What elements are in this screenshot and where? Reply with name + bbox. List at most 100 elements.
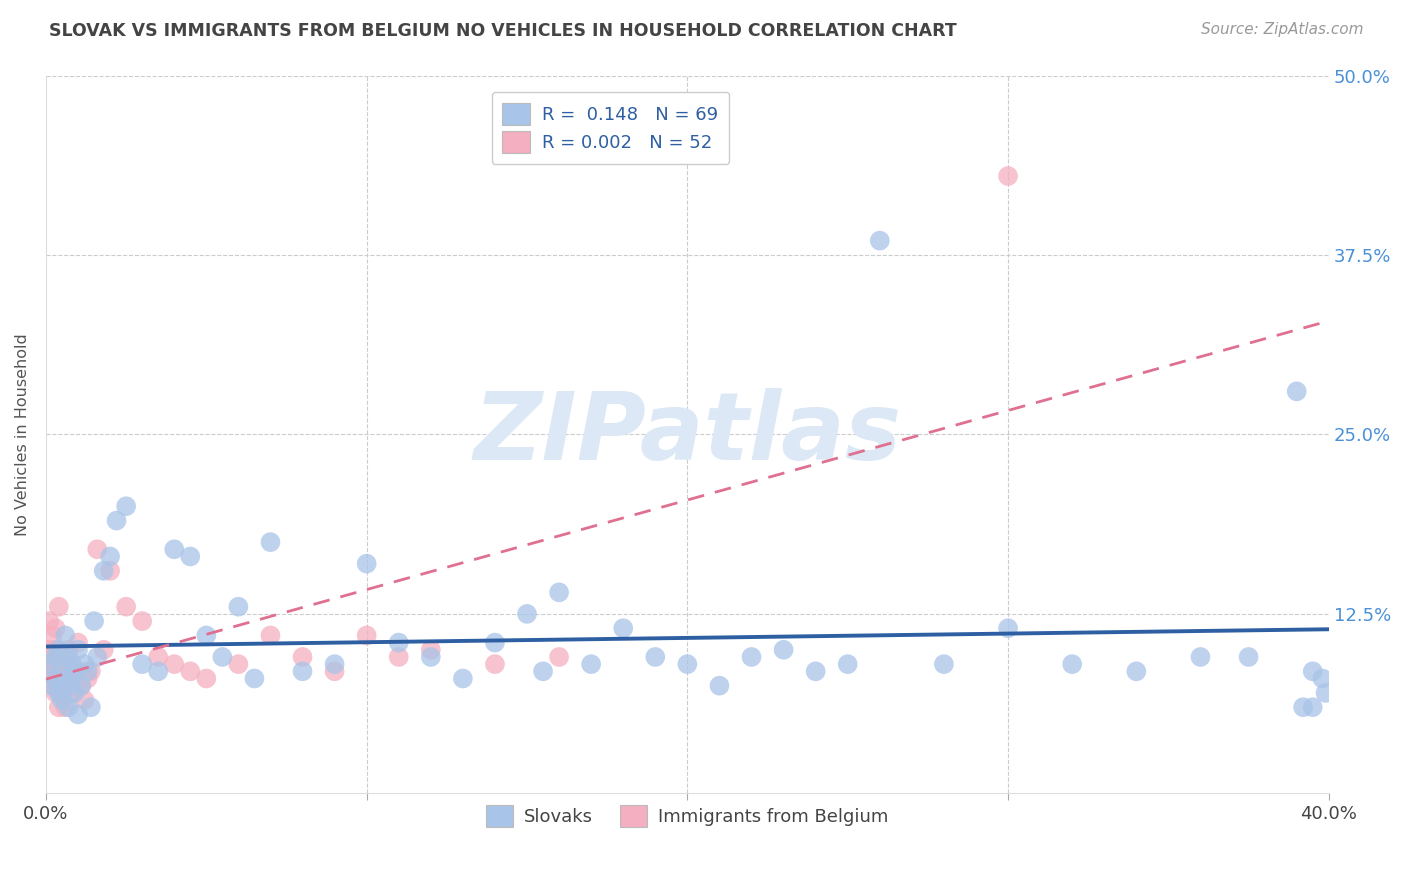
Point xyxy=(38,614,60,628)
Point xyxy=(93,642,115,657)
Point xyxy=(45,642,67,657)
Point xyxy=(67,635,90,649)
Point xyxy=(1062,657,1084,672)
Point xyxy=(38,672,60,686)
Point xyxy=(259,628,281,642)
Point xyxy=(51,650,73,665)
Point xyxy=(38,642,60,657)
Point xyxy=(48,679,70,693)
Point xyxy=(644,650,666,665)
Point xyxy=(80,700,103,714)
Point xyxy=(419,642,441,657)
Point xyxy=(291,665,314,679)
Point xyxy=(548,650,571,665)
Point xyxy=(48,686,70,700)
Point xyxy=(53,657,76,672)
Point xyxy=(41,665,63,679)
Point xyxy=(86,650,108,665)
Point xyxy=(195,672,218,686)
Point xyxy=(63,679,86,693)
Point xyxy=(80,665,103,679)
Point xyxy=(1302,665,1324,679)
Point xyxy=(388,635,411,649)
Point xyxy=(548,585,571,599)
Point xyxy=(531,665,554,679)
Point xyxy=(228,599,250,614)
Point xyxy=(45,657,67,672)
Point xyxy=(163,657,186,672)
Point xyxy=(1292,700,1315,714)
Point xyxy=(60,672,83,686)
Point xyxy=(93,564,115,578)
Point xyxy=(259,535,281,549)
Point xyxy=(38,657,60,672)
Point xyxy=(997,621,1019,635)
Point xyxy=(41,650,63,665)
Point xyxy=(98,549,121,564)
Point xyxy=(41,679,63,693)
Point xyxy=(148,650,170,665)
Point xyxy=(48,642,70,657)
Point xyxy=(86,542,108,557)
Point xyxy=(1125,665,1147,679)
Point xyxy=(38,657,60,672)
Point xyxy=(709,679,731,693)
Point xyxy=(73,693,96,707)
Point xyxy=(163,542,186,557)
Point xyxy=(243,672,266,686)
Point xyxy=(60,657,83,672)
Point xyxy=(516,607,538,621)
Point xyxy=(1189,650,1212,665)
Point xyxy=(356,557,378,571)
Point xyxy=(115,599,138,614)
Point xyxy=(131,657,153,672)
Point xyxy=(612,621,634,635)
Point xyxy=(63,665,86,679)
Point xyxy=(115,500,138,514)
Point xyxy=(997,169,1019,183)
Point xyxy=(45,672,67,686)
Point xyxy=(837,657,859,672)
Point xyxy=(772,642,794,657)
Point xyxy=(51,693,73,707)
Point xyxy=(484,657,506,672)
Y-axis label: No Vehicles in Household: No Vehicles in Household xyxy=(15,333,30,536)
Point xyxy=(741,650,763,665)
Point xyxy=(60,657,83,672)
Point xyxy=(131,614,153,628)
Point xyxy=(932,657,955,672)
Text: Source: ZipAtlas.com: Source: ZipAtlas.com xyxy=(1201,22,1364,37)
Point xyxy=(388,650,411,665)
Point xyxy=(228,657,250,672)
Point xyxy=(83,614,105,628)
Point xyxy=(53,679,76,693)
Point xyxy=(98,564,121,578)
Point xyxy=(211,650,233,665)
Point xyxy=(76,672,98,686)
Point xyxy=(148,665,170,679)
Point xyxy=(51,665,73,679)
Point xyxy=(323,657,346,672)
Point xyxy=(804,665,827,679)
Point xyxy=(58,700,80,714)
Point xyxy=(579,657,602,672)
Point xyxy=(179,549,201,564)
Point xyxy=(45,621,67,635)
Point xyxy=(323,665,346,679)
Point xyxy=(1312,672,1334,686)
Point xyxy=(58,650,80,665)
Point xyxy=(67,642,90,657)
Point xyxy=(451,672,474,686)
Point xyxy=(67,707,90,722)
Point xyxy=(41,628,63,642)
Point xyxy=(1237,650,1260,665)
Point xyxy=(73,657,96,672)
Point xyxy=(179,665,201,679)
Legend: Slovaks, Immigrants from Belgium: Slovaks, Immigrants from Belgium xyxy=(479,798,896,835)
Point xyxy=(58,642,80,657)
Point xyxy=(58,672,80,686)
Point xyxy=(195,628,218,642)
Point xyxy=(70,679,93,693)
Point xyxy=(51,686,73,700)
Point xyxy=(67,665,90,679)
